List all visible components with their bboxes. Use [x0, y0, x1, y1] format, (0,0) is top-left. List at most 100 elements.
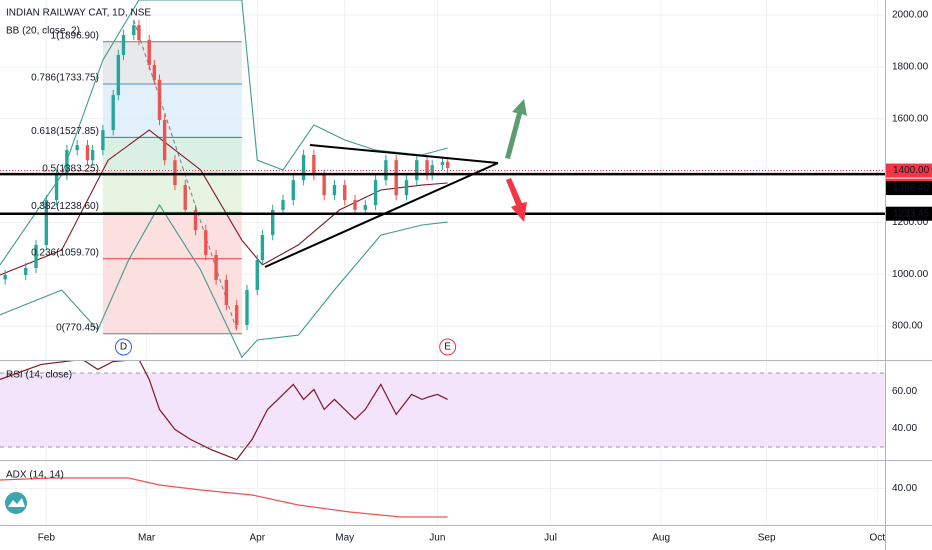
fib-label: 0(770.45) [56, 322, 99, 333]
candle-body [234, 305, 239, 326]
fib-zone [102, 137, 242, 175]
candle-body [445, 161, 450, 168]
rsi-band [0, 372, 885, 448]
candle-body [116, 54, 121, 96]
candle-body [90, 150, 95, 161]
candle-body [245, 290, 249, 326]
price-label: 1386.40 [893, 183, 930, 194]
logo [5, 492, 27, 514]
price-label-bg [886, 163, 932, 178]
y-tick-label: 1600.00 [892, 113, 929, 124]
candle-body [312, 154, 316, 175]
y-tick-label: 800.00 [892, 321, 923, 332]
x-tick-label: Mar [138, 533, 156, 544]
candle-body [404, 180, 409, 196]
candle-body [183, 185, 187, 210]
candle-body [322, 174, 326, 196]
candle-body [173, 160, 177, 186]
x-tick-label: Apr [249, 533, 265, 544]
candle-body [384, 160, 388, 181]
candle-body [353, 200, 357, 210]
candle-body [193, 209, 198, 231]
candle-body [121, 34, 126, 55]
candle-body [152, 65, 157, 80]
x-tick-label: Oct [870, 533, 886, 544]
indicator-line [0, 360, 448, 460]
fib-label: 0.382(1238.60) [31, 201, 99, 212]
candle-body [24, 267, 28, 275]
y-tick-label: 40.00 [892, 483, 917, 494]
candle-body [291, 180, 295, 201]
candle-body [162, 120, 167, 161]
up-arrow [505, 99, 527, 159]
candle-body [260, 235, 265, 260]
y-tick-label: 60.00 [892, 386, 917, 397]
candle-body [363, 205, 368, 210]
pane [0, 477, 885, 518]
candle-body [101, 130, 105, 151]
candle-body [3, 274, 7, 280]
event-marker [114, 338, 132, 356]
candle-body [425, 160, 429, 175]
legend-indicator: ADX (14, 14) [6, 470, 64, 481]
fib-zone [102, 84, 242, 138]
candle-body [224, 279, 229, 306]
candle-body [44, 200, 49, 245]
event-marker [439, 338, 457, 356]
bb-line [0, 0, 448, 266]
candle-body [373, 180, 378, 206]
fib-label: 1(1896.90) [51, 30, 99, 41]
candle-body [281, 200, 285, 210]
candle-body [65, 150, 69, 175]
y-tick-label: 1200.00 [892, 217, 929, 228]
trendline [264, 162, 499, 268]
event-label: D [120, 342, 127, 353]
x-tick-label: May [335, 533, 354, 544]
fib-zone [102, 174, 242, 213]
candle-body [332, 185, 337, 196]
legend-indicator: RSI (14, close) [6, 370, 72, 381]
y-tick-label: 2000.00 [892, 10, 929, 21]
candle-body [415, 160, 419, 181]
indicator-line [0, 477, 448, 518]
candle-body [54, 174, 59, 201]
candle-body [111, 95, 115, 131]
candle-body [147, 39, 151, 66]
candle-body [132, 25, 136, 35]
fib-label: 0.236(1059.70) [31, 247, 99, 258]
candle-body [85, 145, 90, 161]
bb-line [0, 203, 448, 359]
candle-body [214, 255, 218, 280]
price-label: 1400.00 [893, 165, 930, 176]
candle-body [301, 154, 306, 181]
fib-zone [102, 41, 242, 85]
price-label-bg [886, 206, 932, 221]
x-tick-label: Sep [758, 533, 776, 544]
candle-body [137, 25, 141, 40]
price-label: 1233.45 [893, 208, 930, 219]
fib-zone [102, 258, 242, 334]
x-tick-label: Jun [429, 533, 445, 544]
candle-body [75, 145, 79, 151]
candle-body [343, 185, 347, 201]
candle-body [394, 160, 398, 196]
candle-body [271, 209, 275, 236]
legend-indicator: BB (20, close, 2) [6, 26, 80, 37]
fib-zone [102, 212, 242, 259]
candle-body [34, 244, 38, 268]
candle-body [255, 259, 259, 291]
pane [0, 360, 885, 460]
candle-body [430, 165, 434, 175]
pane [0, 0, 885, 525]
candle-body [157, 79, 162, 120]
fib-label: 0.618(1527.85) [31, 126, 99, 137]
event-label: E [444, 342, 451, 353]
trendline [309, 144, 499, 164]
y-tick-label: 1800.00 [892, 62, 929, 73]
x-tick-label: Aug [652, 533, 670, 544]
x-tick-label: Feb [38, 533, 56, 544]
y-tick-label: 1000.00 [892, 269, 929, 280]
y-tick-label: 40.00 [892, 423, 917, 434]
x-tick-label: Jul [544, 533, 557, 544]
price-label-bg [886, 181, 932, 196]
